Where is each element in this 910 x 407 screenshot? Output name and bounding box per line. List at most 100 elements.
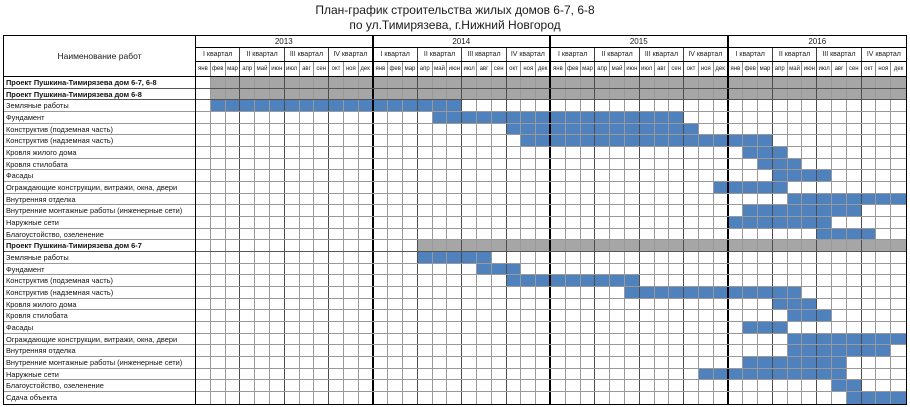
gantt-cell — [610, 368, 625, 380]
gantt-bar-cell — [240, 88, 256, 100]
gantt-cell — [536, 287, 551, 298]
gantt-cell — [684, 392, 699, 404]
year-header-cell: 2014 — [374, 36, 551, 47]
gantt-cell — [477, 217, 492, 228]
gantt-cell — [285, 380, 300, 392]
gantt-cell — [359, 322, 374, 333]
gantt-bar-cell — [610, 123, 625, 135]
gantt-cell — [684, 205, 699, 217]
gantt-cell — [640, 357, 655, 368]
gantt-bar-cell — [447, 252, 463, 263]
gantt-cell — [462, 322, 478, 333]
month-header-cell: май — [610, 62, 625, 76]
task-row-label: Наружные сети — [4, 369, 195, 381]
gantt-bar-cell — [624, 123, 640, 135]
gantt-bar-cell — [299, 88, 315, 100]
gantt-cell — [314, 357, 330, 368]
month-header-cell: июн — [625, 62, 640, 76]
gantt-bar-cell — [728, 240, 744, 252]
gantt-cell — [270, 182, 285, 193]
gantt-cell — [891, 124, 906, 135]
gantt-cell — [699, 345, 714, 357]
gantt-cell — [699, 252, 714, 263]
gantt-cell — [226, 298, 241, 310]
gantt-cell — [285, 252, 300, 263]
gantt-cell — [492, 333, 507, 345]
gantt-bar-cell — [551, 123, 566, 135]
gantt-bar-cell — [225, 77, 241, 88]
gantt-cell — [211, 287, 226, 298]
gantt-cell — [462, 205, 478, 217]
gantt-cell — [581, 158, 596, 170]
gantt-cell — [388, 310, 404, 322]
gantt-bar-cell — [595, 77, 611, 88]
gantt-cell — [684, 170, 699, 182]
gantt-cell — [314, 193, 330, 205]
gantt-cell — [388, 322, 404, 333]
gantt-cell — [314, 170, 330, 182]
gantt-cell — [581, 380, 596, 392]
gantt-cell — [551, 170, 566, 182]
gantt-cell — [729, 123, 744, 135]
gantt-cell — [226, 228, 241, 240]
gantt-cell — [625, 392, 640, 404]
gantt-cell — [640, 147, 655, 158]
gantt-cell — [876, 205, 892, 217]
gantt-cell — [802, 228, 818, 240]
gantt-bar-cell — [255, 88, 270, 100]
gantt-cell — [403, 158, 418, 170]
gantt-cell — [610, 182, 625, 193]
gantt-cell — [832, 135, 847, 147]
gantt-cell — [255, 368, 270, 380]
gantt-bar-cell — [506, 275, 522, 287]
gantt-cell — [477, 368, 492, 380]
gantt-cell — [699, 205, 714, 217]
gantt-cell — [462, 380, 478, 392]
gantt-cell — [876, 263, 892, 275]
quarter-header-cell: III квартал — [817, 48, 862, 61]
gantt-cell — [625, 345, 640, 357]
gantt-cell — [359, 287, 374, 298]
gantt-cell — [418, 217, 433, 228]
gantt-bar-cell — [802, 357, 818, 368]
gantt-cell — [802, 112, 818, 123]
gantt-cell — [743, 193, 759, 205]
gantt-cell — [802, 135, 818, 147]
gantt-cell — [270, 252, 285, 263]
gantt-bar-cell — [225, 88, 241, 100]
gantt-cell — [300, 310, 315, 322]
gantt-cell — [802, 263, 818, 275]
gantt-cell — [344, 322, 359, 333]
gantt-cell — [374, 322, 389, 333]
gantt-cell — [314, 368, 330, 380]
gantt-cell — [595, 357, 611, 368]
gantt-cell — [359, 205, 374, 217]
gantt-bar-cell — [654, 240, 670, 252]
gantt-cell — [374, 193, 389, 205]
gantt-cell — [758, 298, 773, 310]
gantt-bar-cell — [891, 193, 906, 205]
gantt-cell — [699, 193, 714, 205]
gantt-cell — [240, 217, 256, 228]
gantt-cell — [832, 147, 847, 158]
gantt-cell — [610, 147, 625, 158]
gantt-cell — [788, 275, 803, 287]
gantt-cell — [462, 170, 478, 182]
gantt-cell — [669, 333, 685, 345]
gantt-cell — [714, 147, 729, 158]
task-row — [196, 345, 906, 358]
gantt-cell — [891, 369, 906, 380]
gantt-cell — [447, 205, 463, 217]
gantt-cell — [477, 170, 492, 182]
gantt-cell — [655, 298, 670, 310]
gantt-cell — [581, 147, 596, 158]
gantt-cell — [447, 193, 463, 205]
gantt-cell — [314, 158, 330, 170]
gantt-cell — [521, 322, 537, 333]
gantt-cell — [403, 205, 418, 217]
gantt-cell — [196, 392, 211, 404]
gantt-bar-cell — [802, 170, 818, 182]
gantt-bar-cell — [787, 310, 803, 322]
gantt-cell — [655, 182, 670, 193]
task-row — [196, 205, 906, 218]
